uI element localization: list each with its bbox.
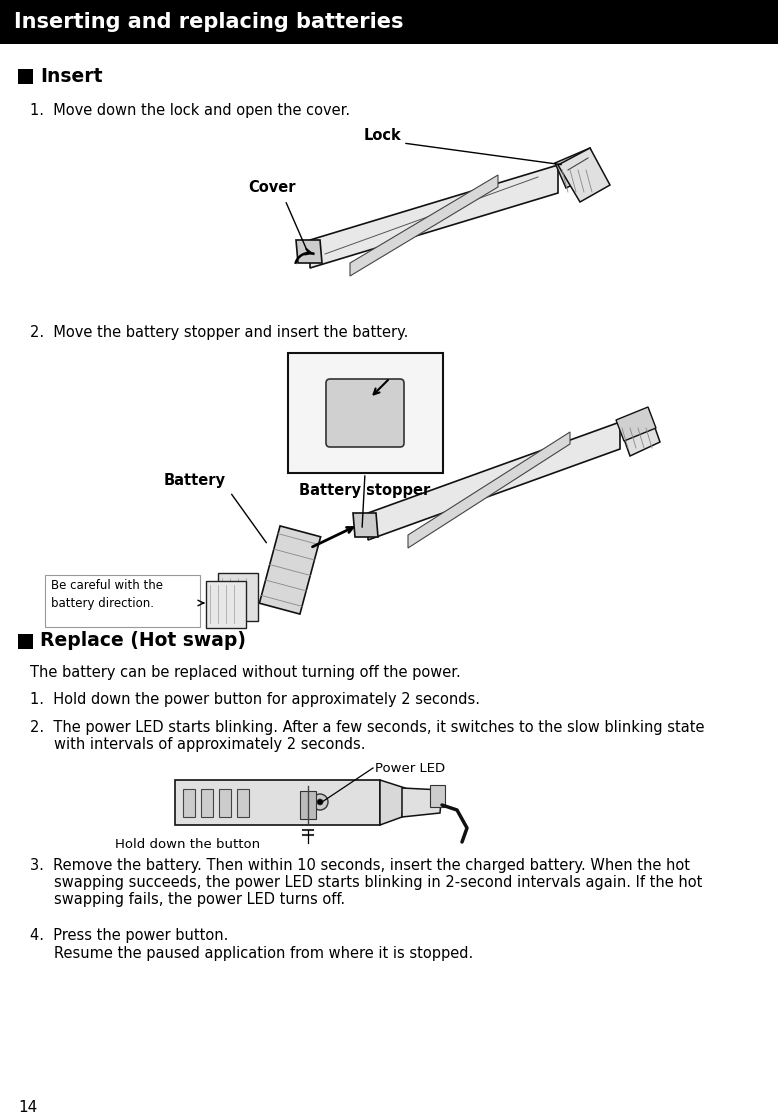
Bar xyxy=(0,0,778,43)
Bar xyxy=(18,69,33,84)
Text: Power LED: Power LED xyxy=(375,762,445,774)
Bar xyxy=(45,575,200,627)
Bar xyxy=(237,789,249,817)
Polygon shape xyxy=(618,408,660,456)
Text: 3.  Remove the battery. Then within 10 seconds, insert the charged battery. When: 3. Remove the battery. Then within 10 se… xyxy=(30,858,690,873)
Text: Insert: Insert xyxy=(40,67,103,86)
Polygon shape xyxy=(350,175,498,276)
Text: Resume the paused application from where it is stopped.: Resume the paused application from where… xyxy=(54,946,473,961)
Bar xyxy=(288,353,443,473)
Text: Hold down the button: Hold down the button xyxy=(115,839,260,851)
Polygon shape xyxy=(353,514,378,537)
Text: 2.  The power LED starts blinking. After a few seconds, it switches to the slow : 2. The power LED starts blinking. After … xyxy=(30,720,705,735)
Text: 1.  Hold down the power button for approximately 2 seconds.: 1. Hold down the power button for approx… xyxy=(30,692,480,707)
Polygon shape xyxy=(558,148,610,202)
Bar xyxy=(219,789,231,817)
Text: 2.  Move the battery stopper and insert the battery.: 2. Move the battery stopper and insert t… xyxy=(30,325,408,340)
Circle shape xyxy=(312,794,328,810)
Polygon shape xyxy=(259,526,321,614)
Polygon shape xyxy=(380,780,405,825)
Polygon shape xyxy=(616,407,656,441)
Polygon shape xyxy=(368,422,620,540)
Polygon shape xyxy=(310,165,558,268)
Polygon shape xyxy=(408,432,570,548)
Bar xyxy=(183,789,195,817)
Text: 1.  Move down the lock and open the cover.: 1. Move down the lock and open the cover… xyxy=(30,102,350,118)
Text: Inserting and replacing batteries: Inserting and replacing batteries xyxy=(14,12,404,32)
Polygon shape xyxy=(555,148,600,188)
Text: Lock: Lock xyxy=(364,127,402,143)
Polygon shape xyxy=(296,240,322,263)
Text: The battery can be replaced without turning off the power.: The battery can be replaced without turn… xyxy=(30,665,461,680)
Bar xyxy=(175,780,380,825)
Text: Replace (Hot swap): Replace (Hot swap) xyxy=(40,632,246,651)
Text: 14: 14 xyxy=(18,1100,37,1114)
Bar xyxy=(201,789,213,817)
Text: with intervals of approximately 2 seconds.: with intervals of approximately 2 second… xyxy=(54,737,366,752)
Bar xyxy=(18,634,33,649)
Circle shape xyxy=(317,799,323,805)
Text: Battery: Battery xyxy=(164,472,226,488)
Polygon shape xyxy=(218,573,258,620)
Text: Cover: Cover xyxy=(248,180,296,195)
Bar xyxy=(300,791,316,819)
Text: Be careful with the
battery direction.: Be careful with the battery direction. xyxy=(51,579,163,610)
Bar xyxy=(430,785,445,807)
Polygon shape xyxy=(206,582,246,628)
Polygon shape xyxy=(402,788,442,817)
Text: Battery stopper: Battery stopper xyxy=(300,483,431,498)
Text: swapping succeeds, the power LED starts blinking in 2-second intervals again. If: swapping succeeds, the power LED starts … xyxy=(54,874,703,890)
Text: 4.  Press the power button.: 4. Press the power button. xyxy=(30,928,229,942)
FancyBboxPatch shape xyxy=(326,379,404,447)
Text: swapping fails, the power LED turns off.: swapping fails, the power LED turns off. xyxy=(54,892,345,907)
